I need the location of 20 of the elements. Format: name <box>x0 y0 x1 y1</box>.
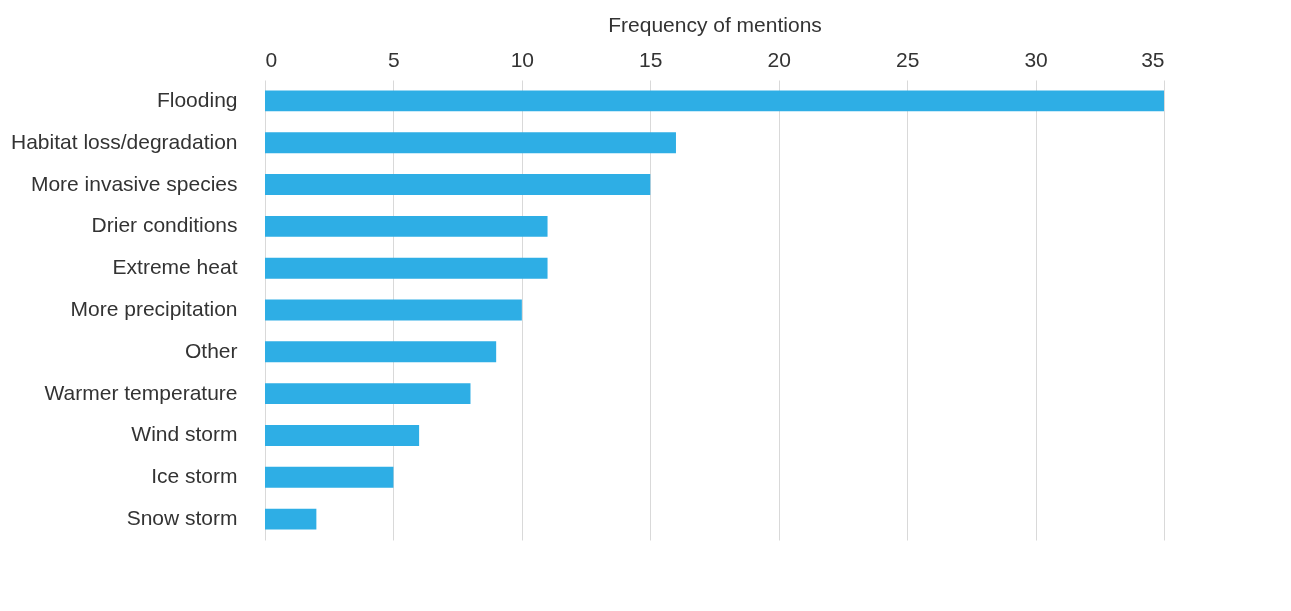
x-tick-label: 30 <box>1024 47 1048 71</box>
x-tick-label: 0 <box>265 47 278 71</box>
x-tick-label: 10 <box>510 47 535 71</box>
y-tick-label: Habitat loss/degradation <box>11 129 238 153</box>
y-tick-label: Warmer temperature <box>44 380 238 404</box>
y-tick-label: Flooding <box>156 87 238 111</box>
x-tick-label: 5 <box>388 47 400 71</box>
x-tick-label: 20 <box>767 47 791 71</box>
x-tick-label: 35 <box>1141 47 1165 71</box>
x-tick-label: 15 <box>639 47 663 71</box>
y-tick-label: Snow storm <box>126 506 238 530</box>
y-tick-label: More invasive species <box>30 171 238 195</box>
y-tick-label: Ice storm <box>151 464 238 488</box>
y-tick-label: Other <box>184 338 238 362</box>
y-tick-label: More precipitation <box>70 297 238 320</box>
x-axis-title: Frequency of mentions <box>608 12 822 36</box>
y-tick-label: Extreme heat <box>112 255 238 279</box>
x-tick-label: 25 <box>895 47 920 71</box>
y-tick-label: Drier conditions <box>91 213 238 237</box>
y-tick-label: Wind storm <box>131 422 238 446</box>
